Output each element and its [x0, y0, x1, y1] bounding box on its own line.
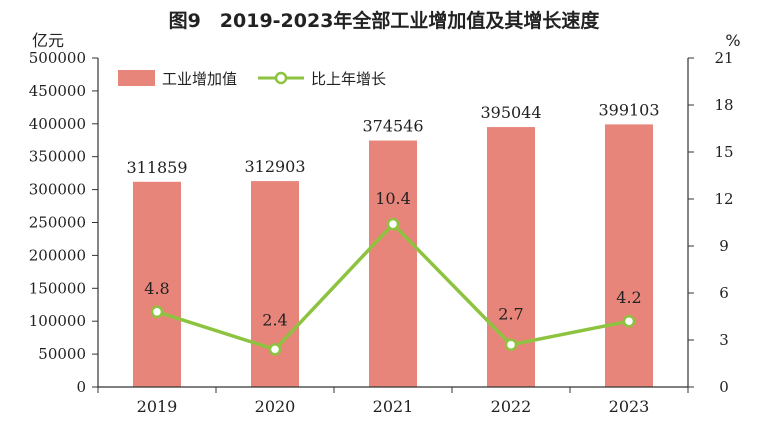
- right-axis-ticks: 0 3 6 9 12 15 18 21: [688, 49, 734, 396]
- right-tick-label: 18: [714, 96, 733, 114]
- category-labels: 2019 2020 2021 2022 2023: [137, 397, 650, 416]
- line-point: [150, 305, 164, 319]
- left-tick-label: 300000: [29, 181, 86, 199]
- category-label: 2020: [255, 397, 296, 416]
- left-tick-label: 500000: [29, 49, 86, 67]
- category-label: 2021: [373, 397, 414, 416]
- left-tick-label: 250000: [29, 214, 86, 232]
- axes: [97, 58, 689, 393]
- line-point: [622, 314, 636, 328]
- legend-line-label: 比上年增长: [311, 70, 386, 88]
- left-tick-label: 350000: [29, 148, 86, 166]
- line-value-label: 2.4: [262, 310, 287, 329]
- line-value-label: 10.4: [375, 189, 411, 208]
- bar: [605, 124, 653, 387]
- line-point: [386, 217, 400, 231]
- left-tick-label: 0: [76, 378, 86, 396]
- line-point: [504, 338, 518, 351]
- bar: [369, 140, 417, 387]
- left-tick-label: 400000: [29, 115, 86, 133]
- right-tick-label: 9: [719, 237, 729, 255]
- right-tick-label: 3: [719, 331, 729, 349]
- category-label: 2023: [609, 397, 650, 416]
- right-tick-label: 12: [714, 190, 733, 208]
- bar: [251, 181, 299, 387]
- bar-value-label: 312903: [244, 157, 305, 176]
- right-tick-label: 15: [714, 143, 733, 161]
- bar-series: [133, 124, 653, 388]
- legend-bar-swatch: [118, 70, 155, 86]
- legend-line-marker: [274, 71, 288, 85]
- bar-value-label: 399103: [598, 100, 659, 119]
- left-tick-label: 200000: [29, 246, 86, 264]
- right-tick-label: 0: [719, 378, 729, 396]
- right-tick-label: 6: [719, 284, 729, 302]
- line-data-labels: 4.8 2.4 10.4 2.7 4.2: [144, 189, 641, 329]
- line-series: [150, 217, 636, 356]
- line-value-label: 4.8: [144, 279, 169, 298]
- line-value-label: 2.7: [498, 305, 523, 324]
- bar-data-labels: 311859 312903 374546 395044 399103: [126, 100, 659, 176]
- line-point: [268, 343, 282, 356]
- legend-bar-label: 工业增加值: [162, 70, 237, 88]
- bar-value-label: 311859: [126, 158, 187, 177]
- legend: 工业增加值 比上年增长: [118, 70, 386, 88]
- left-axis-ticks: 0 50000 100000 150000 200000 250000 300000 3500…: [29, 49, 98, 396]
- line-value-label: 4.2: [616, 288, 641, 307]
- right-tick-label: 21: [714, 49, 733, 67]
- left-tick-label: 150000: [29, 279, 86, 297]
- bar-value-label: 395044: [480, 103, 541, 122]
- bar-value-label: 374546: [362, 117, 423, 136]
- left-tick-label: 50000: [38, 345, 86, 363]
- category-label: 2019: [137, 397, 178, 416]
- chart-title: 图9 2019-2023年全部工业增加值及其增长速度: [169, 9, 601, 32]
- category-label: 2022: [491, 397, 532, 416]
- left-tick-label: 100000: [29, 312, 86, 330]
- left-axis-unit: 亿元: [32, 31, 64, 50]
- right-axis-unit: %: [725, 31, 740, 50]
- left-tick-label: 450000: [29, 82, 86, 100]
- bar: [133, 181, 181, 387]
